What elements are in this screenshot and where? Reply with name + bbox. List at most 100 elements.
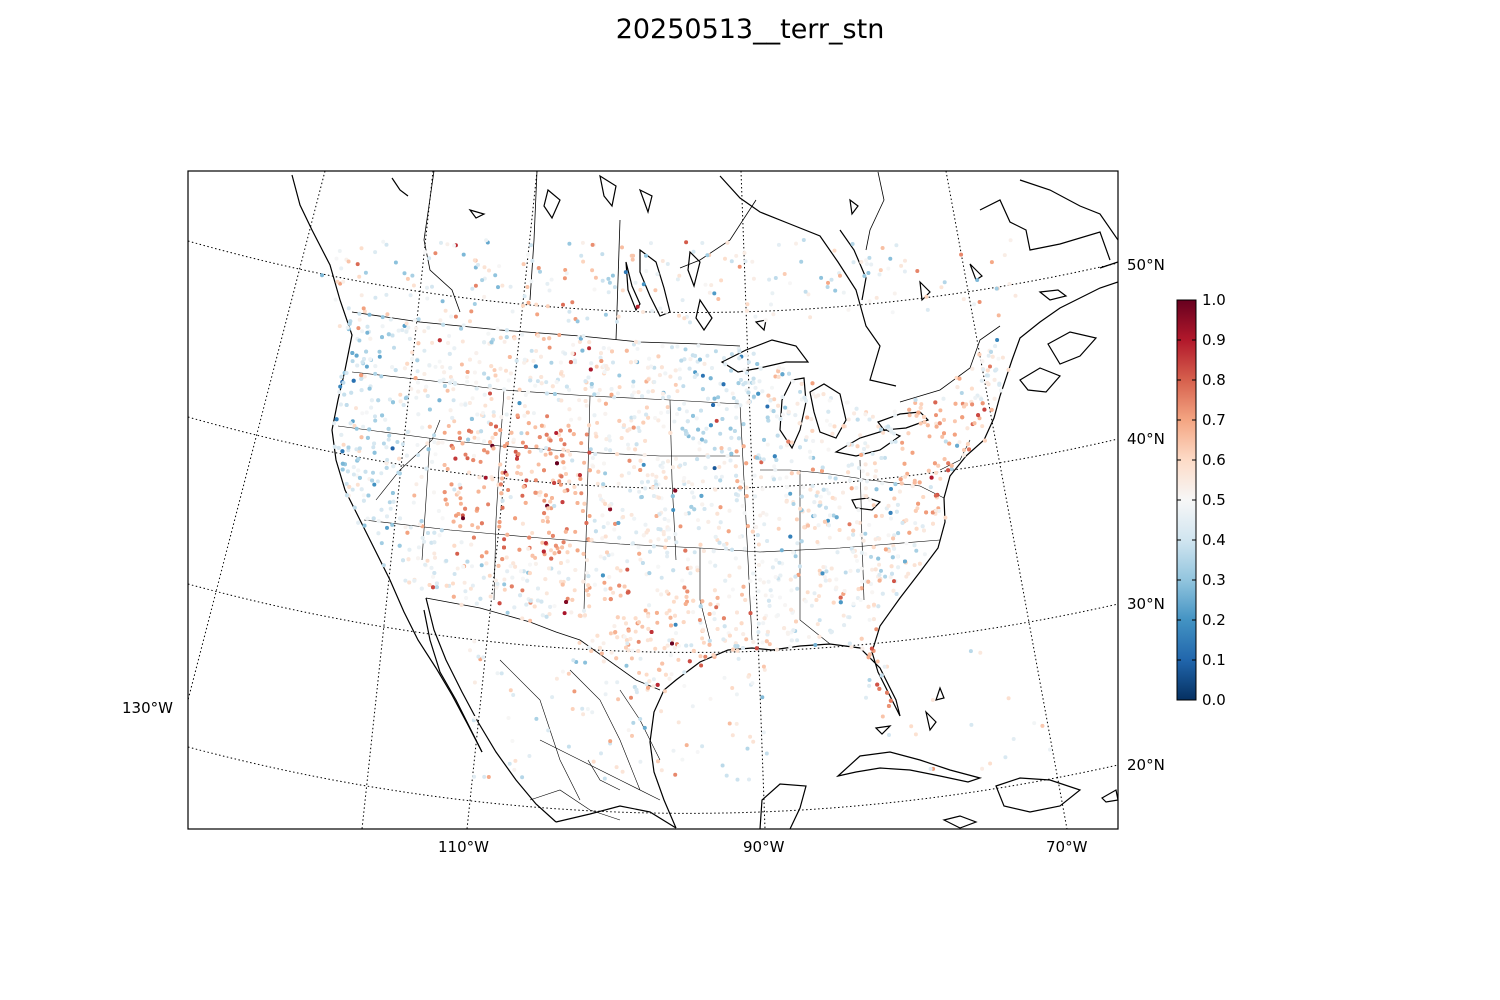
station-point	[765, 539, 770, 543]
station-point	[608, 586, 613, 591]
station-point	[584, 570, 589, 575]
station-point	[572, 588, 577, 593]
station-point	[493, 578, 498, 583]
station-point	[612, 527, 617, 532]
station-point	[520, 332, 525, 337]
station-point	[965, 426, 970, 431]
station-point	[373, 414, 377, 419]
station-point	[489, 397, 494, 401]
station-point	[777, 365, 782, 370]
station-point	[402, 271, 407, 276]
station-point	[654, 610, 659, 615]
station-point	[905, 471, 910, 476]
station-point	[689, 643, 694, 648]
station-point	[455, 551, 460, 556]
station-point	[647, 356, 652, 361]
station-point	[979, 378, 984, 383]
station-point	[525, 410, 530, 415]
station-point	[589, 361, 594, 366]
station-point	[586, 375, 591, 380]
station-point	[514, 358, 519, 363]
station-point	[585, 558, 589, 563]
station-point	[715, 538, 720, 542]
station-point	[459, 402, 464, 407]
station-point	[440, 299, 445, 304]
station-point	[362, 309, 367, 314]
station-point	[559, 371, 563, 376]
station-point	[706, 519, 711, 524]
station-point	[838, 595, 843, 600]
station-point	[791, 550, 795, 555]
station-point	[873, 474, 878, 479]
station-point	[691, 648, 696, 653]
station-point	[528, 618, 533, 623]
colorbar-tick-label: 1.0	[1202, 291, 1226, 309]
station-point	[379, 471, 384, 476]
station-point	[1048, 747, 1052, 752]
station-point	[631, 425, 636, 430]
station-point	[431, 574, 436, 579]
station-point	[657, 512, 662, 517]
station-point	[700, 373, 705, 378]
station-point	[744, 637, 749, 642]
station-point	[617, 418, 622, 423]
station-point	[484, 561, 489, 566]
station-point	[465, 456, 470, 461]
station-point	[350, 359, 355, 364]
station-point	[564, 600, 569, 604]
station-point	[614, 765, 619, 770]
station-point	[649, 241, 653, 246]
station-point	[379, 541, 384, 546]
station-point	[416, 556, 420, 561]
station-point	[741, 584, 746, 589]
station-point	[767, 603, 772, 608]
station-point	[761, 457, 766, 462]
station-point	[864, 695, 868, 700]
station-point	[474, 380, 479, 385]
station-point	[615, 680, 620, 685]
station-point	[547, 530, 551, 535]
station-point	[659, 592, 664, 597]
station-point	[788, 491, 793, 496]
station-point	[427, 256, 432, 261]
station-point	[425, 285, 429, 290]
station-point	[734, 627, 739, 631]
station-point	[494, 424, 498, 429]
station-point	[675, 412, 680, 417]
station-point	[613, 630, 618, 635]
station-point	[979, 397, 984, 402]
station-point	[602, 776, 607, 781]
station-point	[1011, 737, 1016, 741]
station-point	[591, 464, 596, 469]
station-point	[937, 509, 941, 513]
station-point	[344, 481, 349, 486]
station-point	[403, 525, 408, 530]
station-point	[548, 604, 553, 609]
station-point	[592, 518, 597, 523]
station-point	[932, 461, 937, 466]
station-point	[1003, 755, 1008, 760]
station-point	[544, 380, 549, 385]
station-point	[721, 637, 726, 642]
station-point	[755, 455, 759, 460]
station-point	[653, 288, 658, 293]
station-point	[985, 368, 990, 373]
station-point	[533, 490, 538, 495]
station-point	[396, 328, 401, 333]
station-point	[356, 468, 361, 473]
station-point	[549, 556, 554, 561]
lat-label-50n: 50°N	[1127, 256, 1165, 274]
station-point	[659, 709, 664, 714]
station-point	[646, 389, 651, 394]
station-point	[718, 381, 723, 386]
station-point	[930, 698, 935, 702]
station-point	[453, 381, 457, 385]
station-point	[883, 574, 888, 579]
station-point	[644, 412, 649, 417]
station-point	[535, 312, 540, 317]
station-point	[557, 479, 562, 484]
station-point	[467, 428, 471, 433]
station-point	[1040, 723, 1045, 728]
station-point	[594, 434, 599, 439]
station-point	[759, 475, 764, 480]
